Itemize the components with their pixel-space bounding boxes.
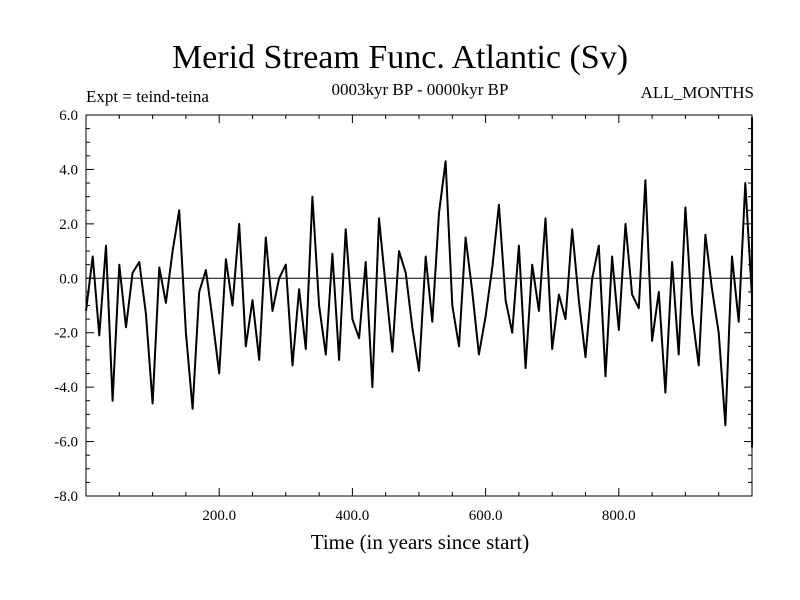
experiment-label: Expt = teind-teina bbox=[86, 87, 209, 106]
axis-tick-labels: 6.0 4.0 2.0 0.0 -2.0 -4.0 -6.0 -8.0 200.0 400.0 60… bbox=[54, 108, 635, 524]
y-tick-label: 6.0 bbox=[59, 108, 78, 124]
x-tick-label: 200.0 bbox=[202, 508, 236, 524]
series-line bbox=[85, 116, 753, 448]
y-tick-label: -2.0 bbox=[54, 326, 78, 342]
x-axis-label: Time (in years since start) bbox=[310, 530, 530, 554]
x-tick-label: 400.0 bbox=[336, 508, 370, 524]
axis-ticks bbox=[86, 114, 752, 497]
x-tick-label: 800.0 bbox=[602, 508, 636, 524]
x-tick-label: 600.0 bbox=[469, 508, 503, 524]
plot-frame bbox=[85, 114, 753, 497]
y-tick-label: 2.0 bbox=[59, 217, 78, 233]
y-tick-label: -8.0 bbox=[54, 489, 78, 505]
y-tick-label: 0.0 bbox=[59, 271, 78, 287]
y-tick-label: -4.0 bbox=[54, 380, 78, 396]
months-label: ALL_MONTHS bbox=[640, 83, 754, 102]
y-tick-label: -6.0 bbox=[54, 435, 78, 451]
time-range-label: 0003kyr BP - 0000kyr BP bbox=[331, 80, 509, 99]
y-tick-label: 4.0 bbox=[59, 162, 78, 178]
chart-title: Merid Stream Func. Atlantic (Sv) bbox=[171, 39, 629, 76]
